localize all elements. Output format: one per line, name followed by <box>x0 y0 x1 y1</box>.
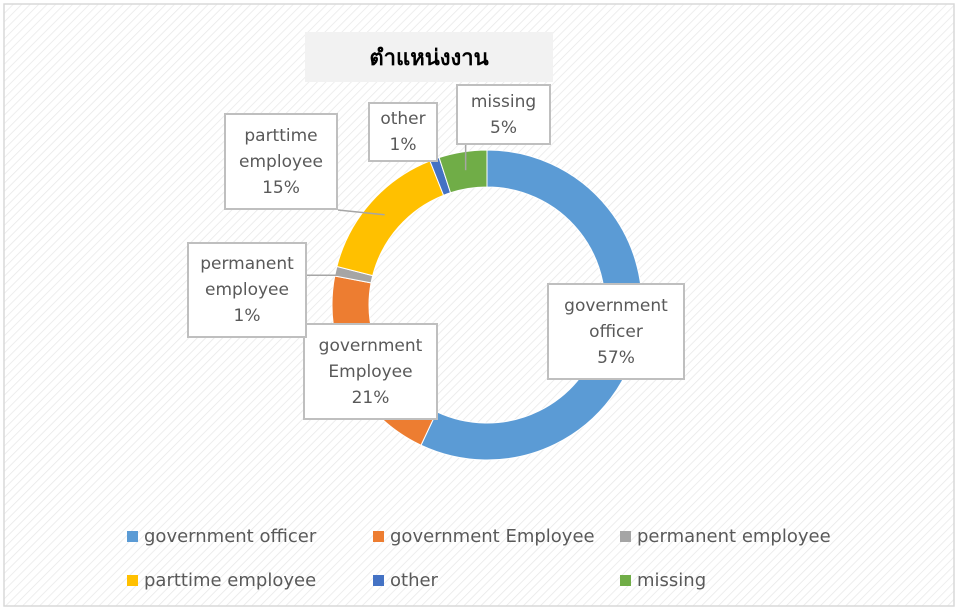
legend-swatch <box>620 575 631 586</box>
data-label-category: permanent employee <box>200 254 294 300</box>
legend-swatch <box>127 531 138 542</box>
data-label-value: 15% <box>262 177 300 198</box>
data-label-value: 1% <box>389 135 417 155</box>
legend-entry: government Employee <box>373 526 595 547</box>
data-label: parttime employee 15% <box>224 113 338 210</box>
legend-label: missing <box>637 570 707 591</box>
legend-swatch <box>373 531 384 542</box>
data-label-category: other <box>380 109 426 129</box>
data-label: government Employee 21% <box>303 323 438 420</box>
donut-slice <box>438 149 488 194</box>
legend-entry: missing <box>620 570 706 591</box>
legend-entry: other <box>373 570 438 591</box>
leader-line <box>337 209 385 216</box>
data-label: other 1% <box>368 102 438 162</box>
legend-label: government officer <box>144 526 317 547</box>
data-label: missing 5% <box>456 84 551 145</box>
legend-label: other <box>390 570 438 591</box>
data-label-category: government Employee <box>318 335 423 382</box>
chart-title: ตำแหน่งงาน <box>305 32 553 82</box>
data-label-value: 5% <box>490 117 517 138</box>
legend-entry: parttime employee <box>127 570 316 591</box>
legend-label: parttime employee <box>144 570 317 591</box>
legend-swatch <box>620 531 631 542</box>
legend-label: permanent employee <box>637 526 831 547</box>
data-label: government officer 57% <box>547 283 685 380</box>
data-label: permanent employee 1% <box>187 242 307 338</box>
data-label-value: 57% <box>597 347 635 368</box>
data-label-category: missing <box>470 91 537 112</box>
data-label-value: 1% <box>233 306 261 326</box>
legend-swatch <box>127 575 138 586</box>
legend-entry: permanent employee <box>620 526 831 547</box>
data-label-category: parttime employee <box>239 125 323 172</box>
leader-lines <box>307 145 467 276</box>
legend-label: government Employee <box>390 526 595 547</box>
data-label-category: government officer <box>564 295 668 342</box>
legend-swatch <box>373 575 384 586</box>
legend-entry: government officer <box>127 526 316 547</box>
donut-slice <box>420 149 643 461</box>
data-label-value: 21% <box>351 387 390 408</box>
